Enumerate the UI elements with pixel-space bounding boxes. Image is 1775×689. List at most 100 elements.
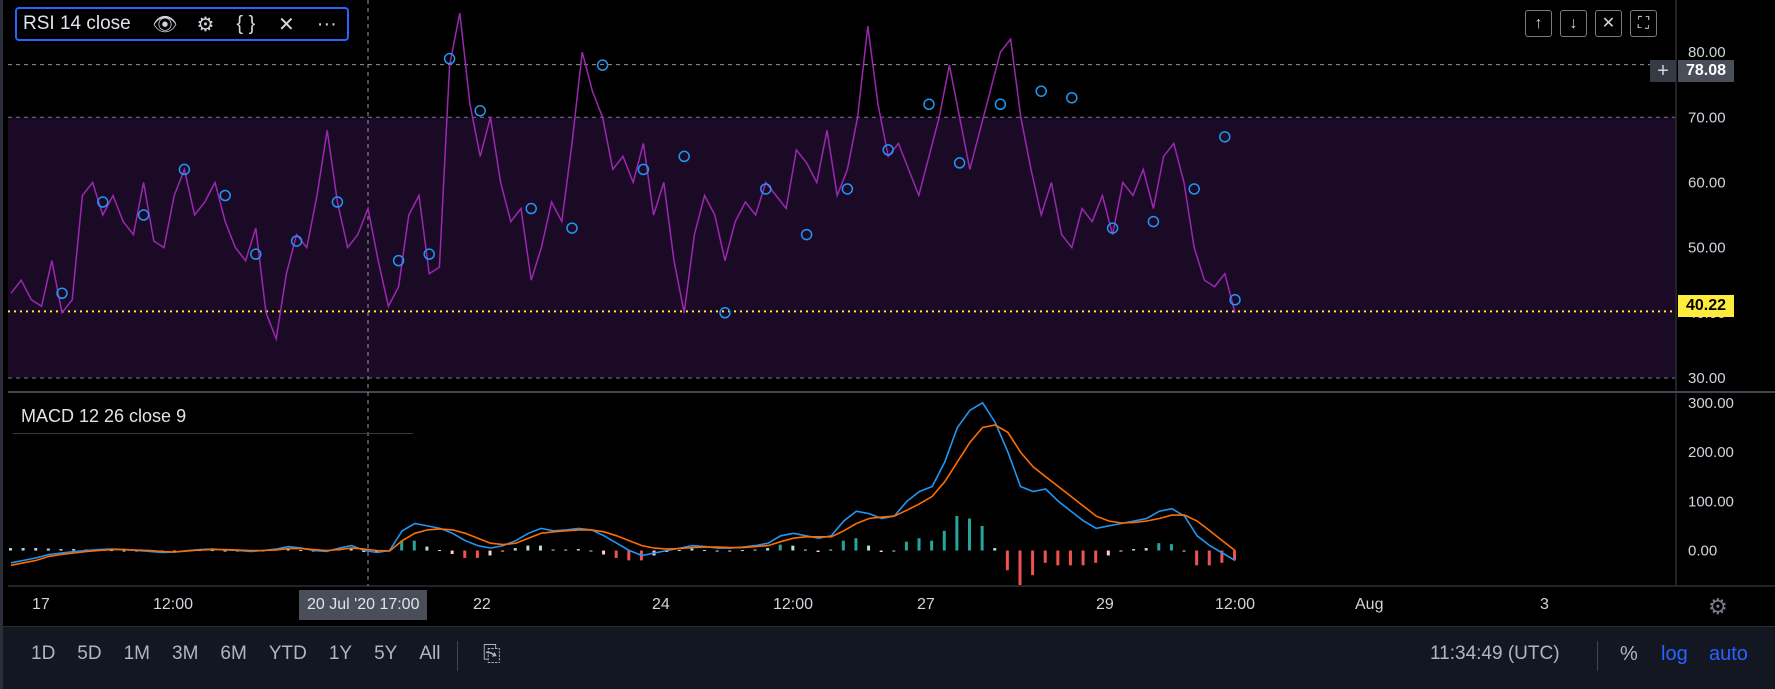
macd-histogram-bar [299, 550, 303, 552]
macd-histogram-bar [1119, 550, 1123, 552]
log-toggle[interactable]: log [1661, 643, 1688, 665]
braces-icon[interactable]: { } [236, 12, 256, 35]
rsi-legend[interactable]: RSI 14 close 👁 ⚙ { } ✕ ··· [15, 7, 349, 41]
macd-histogram-bar [551, 549, 555, 551]
rsi-marker-point [1219, 131, 1231, 143]
rsi-marker-point [97, 196, 109, 208]
range-all-button[interactable]: All [419, 643, 441, 664]
rsi-legend-label: RSI 14 close [23, 13, 131, 34]
go-to-date-icon[interactable]: ⎘ [483, 641, 501, 666]
macd-histogram-bar [59, 549, 63, 551]
axis-settings-gear-icon[interactable]: ⚙ [1708, 594, 1728, 619]
time-tick: 3 [1540, 596, 1549, 613]
pane-controls: ↑ ↓ ✕ ⛶ [1525, 10, 1657, 37]
cursor-price-label: 78.08 [1678, 60, 1735, 82]
macd-histogram-bar [589, 550, 593, 552]
rsi-marker-point [137, 209, 150, 221]
eye-icon[interactable]: 👁 [152, 13, 178, 36]
move-up-icon[interactable]: ↑ [1525, 10, 1552, 37]
rsi-marker-point [760, 183, 772, 195]
chart-canvas[interactable]: 80.0070.0060.0050.0040.0030.00300.00200.… [3, 0, 1775, 626]
macd-histogram-bar [1169, 544, 1173, 551]
rsi-marker-point [800, 228, 813, 241]
macd-histogram-bar [993, 548, 997, 551]
percent-toggle[interactable]: % [1620, 643, 1638, 665]
maximize-pane-icon[interactable]: ⛶ [1630, 10, 1657, 37]
time-tick: Aug [1355, 596, 1384, 613]
macd-histogram-bar [867, 545, 871, 551]
time-tick: 12:00 [153, 596, 194, 613]
macd-histogram-bar [1005, 550, 1009, 571]
add-alert-plus-icon[interactable]: + [1650, 60, 1676, 82]
range-6m-button[interactable]: 6M [220, 643, 247, 664]
range-1m-button[interactable]: 1M [123, 643, 150, 664]
macd-histogram-bar [46, 548, 50, 551]
macd-histogram-bar [614, 550, 618, 558]
macd-y-tick-label: 0.00 [1688, 543, 1717, 560]
auto-toggle[interactable]: auto [1709, 643, 1748, 665]
macd-histogram-bar [1132, 549, 1136, 551]
macd-histogram-bar [122, 550, 126, 552]
macd-histogram-bar [463, 550, 467, 558]
macd-histogram-bar [488, 550, 492, 556]
rsi-marker-point [392, 254, 405, 267]
rsi-y-tick-label: 50.00 [1688, 240, 1726, 257]
macd-histogram-bar [412, 540, 416, 551]
gear-icon[interactable]: ⚙ [196, 13, 215, 36]
macd-histogram-bar [425, 546, 429, 551]
rsi-marker-point [474, 105, 486, 117]
macd-y-tick-label: 200.00 [1688, 444, 1734, 461]
macd-histogram-bar [475, 550, 479, 558]
clock-time[interactable]: 11:34:49 (UTC) [1430, 643, 1560, 664]
macd-histogram-bar [715, 550, 719, 552]
crosshair-date-label: 20 Jul '20 17:00 [299, 590, 428, 620]
range-3m-button[interactable]: 3M [172, 643, 199, 664]
rsi-marker-point [290, 235, 303, 247]
rsi-y-tick-label: 70.00 [1688, 109, 1726, 126]
time-tick: 29 [1096, 596, 1114, 613]
macd-legend-label[interactable]: MACD 12 26 close 9 [21, 406, 187, 426]
rsi-marker-point [841, 183, 854, 195]
signal-line [10, 424, 1236, 567]
macd-histogram-bar [1220, 550, 1224, 563]
range-5d-button[interactable]: 5D [77, 643, 102, 664]
macd-histogram-bar [1094, 550, 1098, 563]
macd-histogram-bar [1068, 550, 1072, 566]
range-5y-button[interactable]: 5Y [374, 643, 398, 664]
range-ytd-button[interactable]: YTD [268, 643, 307, 664]
macd-histogram-bar [1195, 550, 1199, 566]
macd-histogram-bar [501, 550, 505, 552]
macd-histogram-bar [109, 550, 113, 552]
macd-histogram-bar [450, 550, 454, 554]
close-pane-icon[interactable]: ✕ [1595, 10, 1622, 37]
macd-histogram-bar [930, 540, 934, 551]
rsi-marker-point [1106, 222, 1119, 234]
rsi-marker-point [719, 307, 731, 319]
range-1d-button[interactable]: 1D [31, 643, 56, 664]
macd-histogram-bar [349, 548, 353, 551]
macd-histogram-bar [438, 550, 442, 552]
macd-histogram-bar [1182, 550, 1186, 552]
macd-histogram-bar [513, 548, 517, 551]
macd-histogram-bar [538, 545, 542, 551]
more-icon[interactable]: ··· [316, 12, 337, 35]
rsi-marker-point [566, 222, 578, 234]
time-tick: 17 [32, 596, 50, 613]
range-1y-button[interactable]: 1Y [328, 643, 353, 664]
rsi-line [10, 12, 1236, 342]
rsi-marker-point [1066, 92, 1078, 104]
macd-histogram-bar [753, 549, 757, 551]
macd-histogram-bar [980, 525, 984, 551]
rsi-marker-point [1035, 85, 1047, 97]
rsi-marker-point [1147, 215, 1160, 228]
macd-histogram-bar [210, 550, 214, 552]
macd-legend-divider [13, 433, 413, 434]
macd-histogram-bar [955, 516, 959, 551]
move-down-icon[interactable]: ↓ [1560, 10, 1587, 37]
rsi-band [8, 117, 1675, 378]
close-icon[interactable]: ✕ [277, 13, 295, 36]
macd-histogram-bar [791, 545, 795, 551]
macd-histogram-bar [362, 550, 366, 553]
macd-histogram-bar [1056, 550, 1060, 566]
macd-histogram-bar [1031, 550, 1035, 576]
